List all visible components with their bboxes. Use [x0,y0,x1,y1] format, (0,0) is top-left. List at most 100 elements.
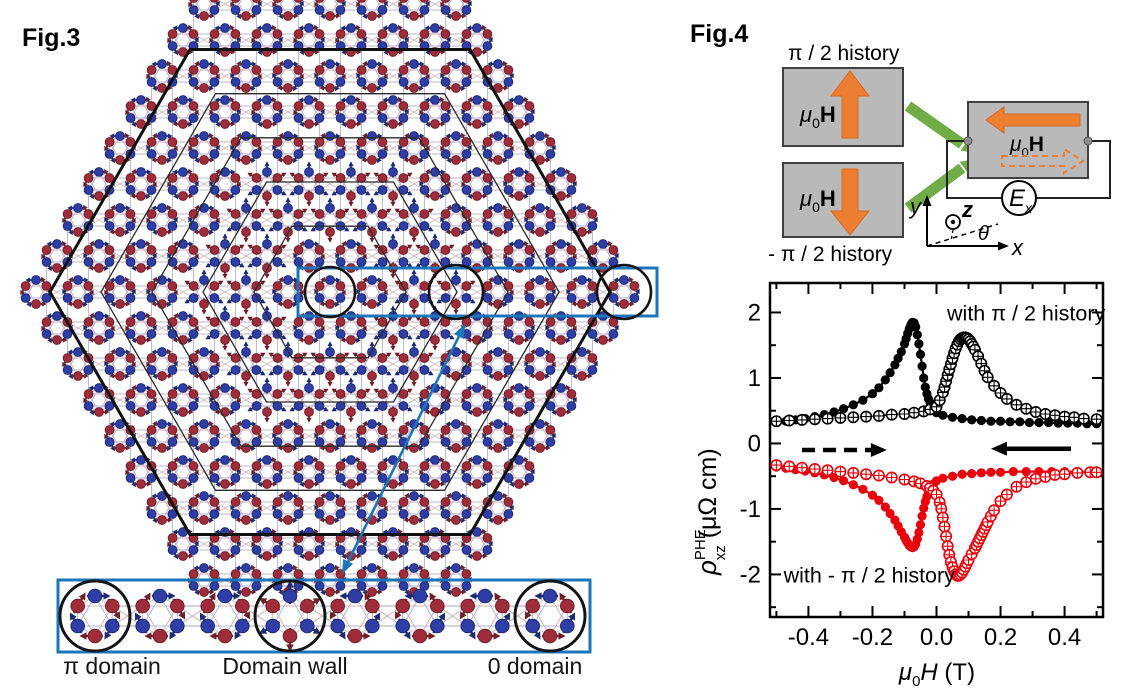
spin-ring [482,491,514,525]
spin-ring [314,275,346,309]
strip-spin-ring [199,588,251,644]
spin-ring [41,239,73,273]
spin-ring [209,455,241,489]
spin-ring [503,455,535,489]
spin-ring [272,0,304,21]
spin-ring [289,377,329,423]
spin-ring [125,167,157,201]
spin-ring [331,161,371,207]
spin-ring [83,311,115,345]
spin-ring [335,239,367,273]
spin-ring [268,341,308,387]
spin-ring [377,23,409,57]
spin-ring [167,527,199,561]
voltmeter-circle-icon [1001,180,1037,216]
spin-ring [188,419,220,453]
spin-ring [566,347,598,381]
spin-ring [461,383,493,417]
z-projection-line [950,229,954,242]
spin-ring [461,455,493,489]
spin-ring [398,0,430,21]
field-down-arrow-icon [829,168,871,236]
spin-ring [545,383,577,417]
spin-ring [394,341,434,387]
spin-ring [566,203,598,237]
y-tick-label: 2 [748,299,761,326]
spin-ring [356,563,388,597]
circuit-wire-left [946,140,1002,199]
spin-ring [167,239,199,273]
pi-history-annotation: with π / 2 history [946,301,1105,325]
spin-ring [373,377,413,423]
sweep-direction-arrow-head [990,441,1007,456]
spin-ring [209,95,241,129]
spin-ring [62,275,94,309]
spin-ring [167,167,199,201]
sweep-direction-arrow-head [870,443,887,457]
spin-ring [146,347,178,381]
phe-resistivity-chart: -0.4 -0.2 0.0 0.2 0.4 -2 -1 0 1 2 with π / 2 histo… [692,281,1106,690]
thin-hexagon-outline [253,225,407,359]
spin-ring [461,527,493,561]
spin-ring [503,311,535,345]
series-markers [770,459,1103,582]
spin-ring [247,305,287,351]
spin-ring [482,419,514,453]
spin-ring [272,419,304,453]
thin-hexagon-outline [100,93,560,491]
x-tick-label: 0.2 [984,624,1017,651]
spin-ring [272,59,304,93]
spin-ring [226,341,266,387]
spin-ring [482,203,514,237]
spin-ring [440,419,472,453]
spin-ring [125,383,157,417]
spin-ring [205,233,245,279]
y-tick-label: 0 [748,430,761,457]
spin-ring [524,419,556,453]
spin-ring [440,0,472,21]
mu0h-label-sample: μ0H [1009,133,1044,160]
spin-ring [146,419,178,453]
spin-ring [503,383,535,417]
axis-y-label: y [908,194,923,219]
spin-ring [440,131,472,165]
spin-ring [419,23,451,57]
spin-ring [251,95,283,129]
strip-spin-ring [329,588,381,644]
thin-hexagon-outline [151,137,509,447]
spin-ring [104,275,136,309]
spin-ring [415,233,455,279]
domain-wall-label: Domain wall [222,653,348,679]
spin-ring [62,347,94,381]
spin-ring [310,197,350,243]
axis-z-label: z [961,197,973,222]
circuit-wire-right [1036,140,1111,199]
spin-ring [482,275,514,309]
spin-ring [587,311,619,345]
spin-ring [356,491,388,525]
spin-ring [335,23,367,57]
spin-ring [184,269,224,315]
spin-ring [209,527,241,561]
z-out-of-plane-icon [945,214,961,230]
theta-reference-line [926,223,999,247]
spin-ring [310,341,350,387]
spin-ring [146,131,178,165]
ring-highlight-circle [427,263,485,321]
spin-ring [230,0,262,21]
spin-ring [461,23,493,57]
spin-ring [125,311,157,345]
strip-highlight-rect [56,578,592,654]
spin-rings [20,0,640,597]
spin-ring [226,269,266,315]
y-axis-head-icon [922,195,932,206]
spin-ring [373,161,413,207]
spin-ring [251,23,283,57]
spin-ring [314,491,346,525]
fig4-field-history-schematic: π / 2 history μ0H μ0H - π / 2 history μ0… [768,42,1111,266]
y-tick-label: 1 [748,365,761,392]
spin-ring [566,275,598,309]
hexagon-domain-walls [48,48,612,536]
y-tick-label: -2 [740,561,761,588]
